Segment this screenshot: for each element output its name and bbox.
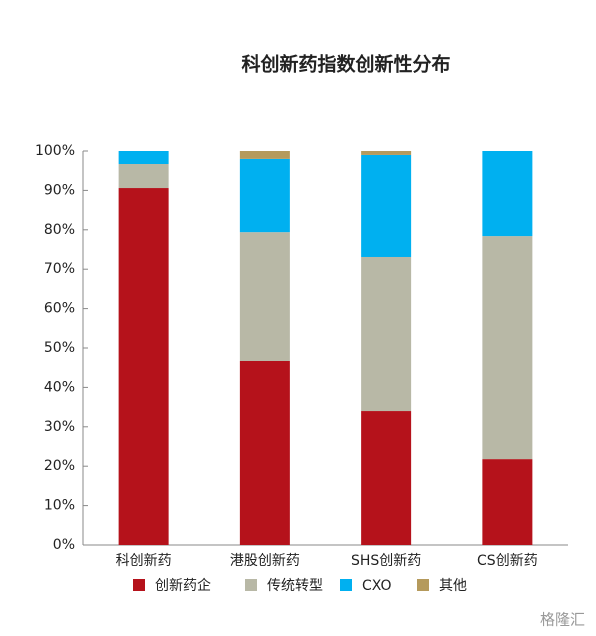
- bar-segment: [482, 459, 533, 545]
- legend-swatch: [417, 579, 429, 591]
- legend-label: 其他: [439, 578, 467, 594]
- bar-segment: [118, 188, 169, 545]
- bar-segment: [118, 164, 169, 189]
- legend-swatch: [133, 579, 145, 591]
- legend-label: CXO: [362, 578, 392, 594]
- y-tick-label: 30%: [44, 419, 75, 435]
- x-tick-label: 港股创新药: [230, 553, 300, 569]
- y-tick-label: 80%: [44, 222, 75, 238]
- bar-segment: [239, 361, 290, 545]
- y-tick-label: 0%: [53, 537, 75, 553]
- bar-segment: [482, 151, 533, 237]
- y-tick-label: 10%: [44, 498, 75, 514]
- bar-segment: [239, 232, 290, 362]
- bar-segment: [361, 411, 412, 545]
- bar-segment: [118, 151, 169, 165]
- y-tick-label: 60%: [44, 301, 75, 317]
- legend-label: 传统转型: [267, 578, 323, 594]
- x-tick-label: CS创新药: [477, 553, 538, 569]
- y-tick-label: 70%: [44, 261, 75, 277]
- bar-segment: [239, 151, 290, 159]
- bar-segment: [361, 154, 412, 257]
- x-tick-label: 科创新药: [116, 553, 172, 569]
- y-tick-label: 40%: [44, 379, 75, 395]
- chart-title: 科创新药指数创新性分布: [241, 53, 450, 76]
- bar-segment: [361, 256, 412, 412]
- bar-segment: [361, 151, 412, 155]
- y-tick-label: 50%: [44, 340, 75, 356]
- legend-swatch: [340, 579, 352, 591]
- legend-label: 创新药企: [155, 577, 211, 594]
- bar-segment: [239, 158, 290, 233]
- y-tick-label: 90%: [44, 182, 75, 198]
- x-tick-label: SHS创新药: [351, 553, 421, 569]
- y-tick-label: 20%: [44, 458, 75, 474]
- watermark: 格隆汇: [540, 611, 585, 629]
- y-tick-label: 100%: [35, 143, 75, 159]
- bar-segment: [482, 236, 533, 460]
- legend-swatch: [245, 579, 257, 591]
